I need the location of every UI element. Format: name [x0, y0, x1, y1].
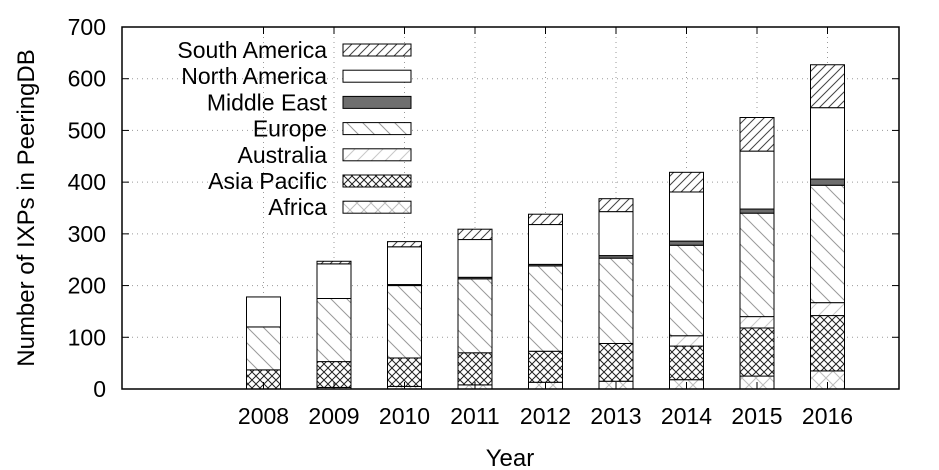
legend-label: South America: [177, 37, 327, 63]
bar-segment-asia-pacific-2015: [739, 327, 775, 377]
bar-segment-australia-2015: [739, 316, 775, 329]
legend-label: North America: [181, 63, 327, 89]
y-tick-label: 300: [68, 221, 106, 247]
bar-segment-asia-pacific-2010: [387, 357, 422, 387]
bar-segment-europe-2012: [528, 265, 563, 352]
bar-segment-north-america-2013: [598, 211, 634, 257]
legend-swatch-africa: [342, 200, 412, 214]
bar-segment-asia-pacific-2013: [598, 342, 634, 382]
bar-segment-middle-east-2015: [739, 208, 775, 214]
bar-segment-middle-east-2016: [810, 178, 845, 186]
bar-segment-europe-2013: [598, 257, 634, 344]
x-axis-label: Year: [486, 445, 535, 470]
bar-segment-europe-2014: [669, 244, 704, 337]
legend-swatch-australia: [342, 148, 412, 162]
x-tick-label: 2012: [520, 403, 571, 429]
legend-label: Africa: [268, 194, 327, 220]
x-tick-label: 2008: [238, 403, 289, 429]
plot-frame: [121, 26, 900, 390]
bars: [246, 64, 845, 390]
bar-segment-north-america-2014: [669, 191, 704, 242]
bar-segment-europe-2011: [457, 278, 493, 354]
x-tick-label: 2013: [590, 403, 641, 429]
legend-label: Europe: [253, 116, 327, 142]
bar-segment-south-america-2012: [528, 213, 563, 226]
bar-segment-south-america-2013: [598, 198, 634, 213]
bar-segment-europe-2010: [387, 285, 422, 359]
bar-segment-north-america-2012: [528, 224, 563, 265]
x-tick-label: 2011: [450, 403, 499, 429]
bar-segment-south-america-2016: [810, 64, 845, 109]
y-tick-label: 600: [68, 66, 106, 92]
x-tick-label: 2009: [308, 403, 359, 429]
y-axis-ticks: 0 100 200 300 400 500 600 700: [68, 14, 899, 402]
bar-segment-south-america-2010: [387, 241, 422, 248]
y-tick-label: 100: [68, 324, 106, 350]
y-tick-label: 0: [93, 376, 106, 402]
y-tick-label: 700: [68, 14, 106, 40]
y-tick-label: 500: [68, 117, 106, 143]
x-axis-ticks: 2008 2009 2010 2011 2012 2013 2014 2015 2016: [238, 27, 853, 429]
legend-swatch-asia-pacific: [342, 174, 412, 188]
bar-segment-australia-2014: [669, 335, 704, 347]
bar-segment-middle-east-2014: [669, 240, 704, 246]
bar-segment-north-america-2011: [457, 239, 493, 278]
legend-swatch-europe: [342, 122, 412, 136]
bar-segment-north-america-2016: [810, 107, 845, 180]
bar-segment-south-america-2015: [739, 117, 775, 152]
legend-label: Australia: [238, 142, 328, 168]
bar-segment-asia-pacific-2014: [669, 345, 704, 381]
bar-segment-north-america-2008: [246, 296, 281, 328]
x-tick-label: 2014: [661, 403, 712, 429]
x-tick-label: 2015: [731, 403, 782, 429]
bar-segment-south-america-2011: [457, 228, 493, 241]
y-axis-label: Number of IXPs in PeeringDB: [13, 49, 40, 366]
bar-segment-europe-2015: [739, 212, 775, 318]
bar-segment-australia-2016: [810, 302, 845, 317]
bar-segment-asia-pacific-2011: [457, 352, 493, 386]
bar-segment-north-america-2009: [316, 263, 352, 300]
legend-label: Middle East: [207, 89, 328, 115]
bar-segment-north-america-2010: [387, 246, 422, 286]
legend-swatch-middle-east: [342, 95, 412, 109]
bar-segment-asia-pacific-2016: [810, 315, 845, 372]
x-tick-label: 2010: [379, 403, 430, 429]
y-tick-label: 200: [68, 273, 106, 299]
bar-segment-north-america-2015: [739, 150, 775, 210]
bar-segment-europe-2009: [316, 298, 352, 363]
bar-segment-south-america-2014: [669, 171, 704, 193]
bar-segment-asia-pacific-2012: [528, 350, 563, 383]
legend-swatch-south-america: [342, 43, 412, 57]
bar-segment-south-america-2009: [316, 260, 352, 265]
legend-swatch-north-america: [342, 69, 412, 83]
bar-segment-europe-2008: [246, 326, 281, 371]
x-tick-label: 2016: [802, 403, 853, 429]
legend-label: Asia Pacific: [208, 168, 327, 194]
y-tick-label: 400: [68, 169, 106, 195]
bar-segment-europe-2016: [810, 184, 845, 304]
